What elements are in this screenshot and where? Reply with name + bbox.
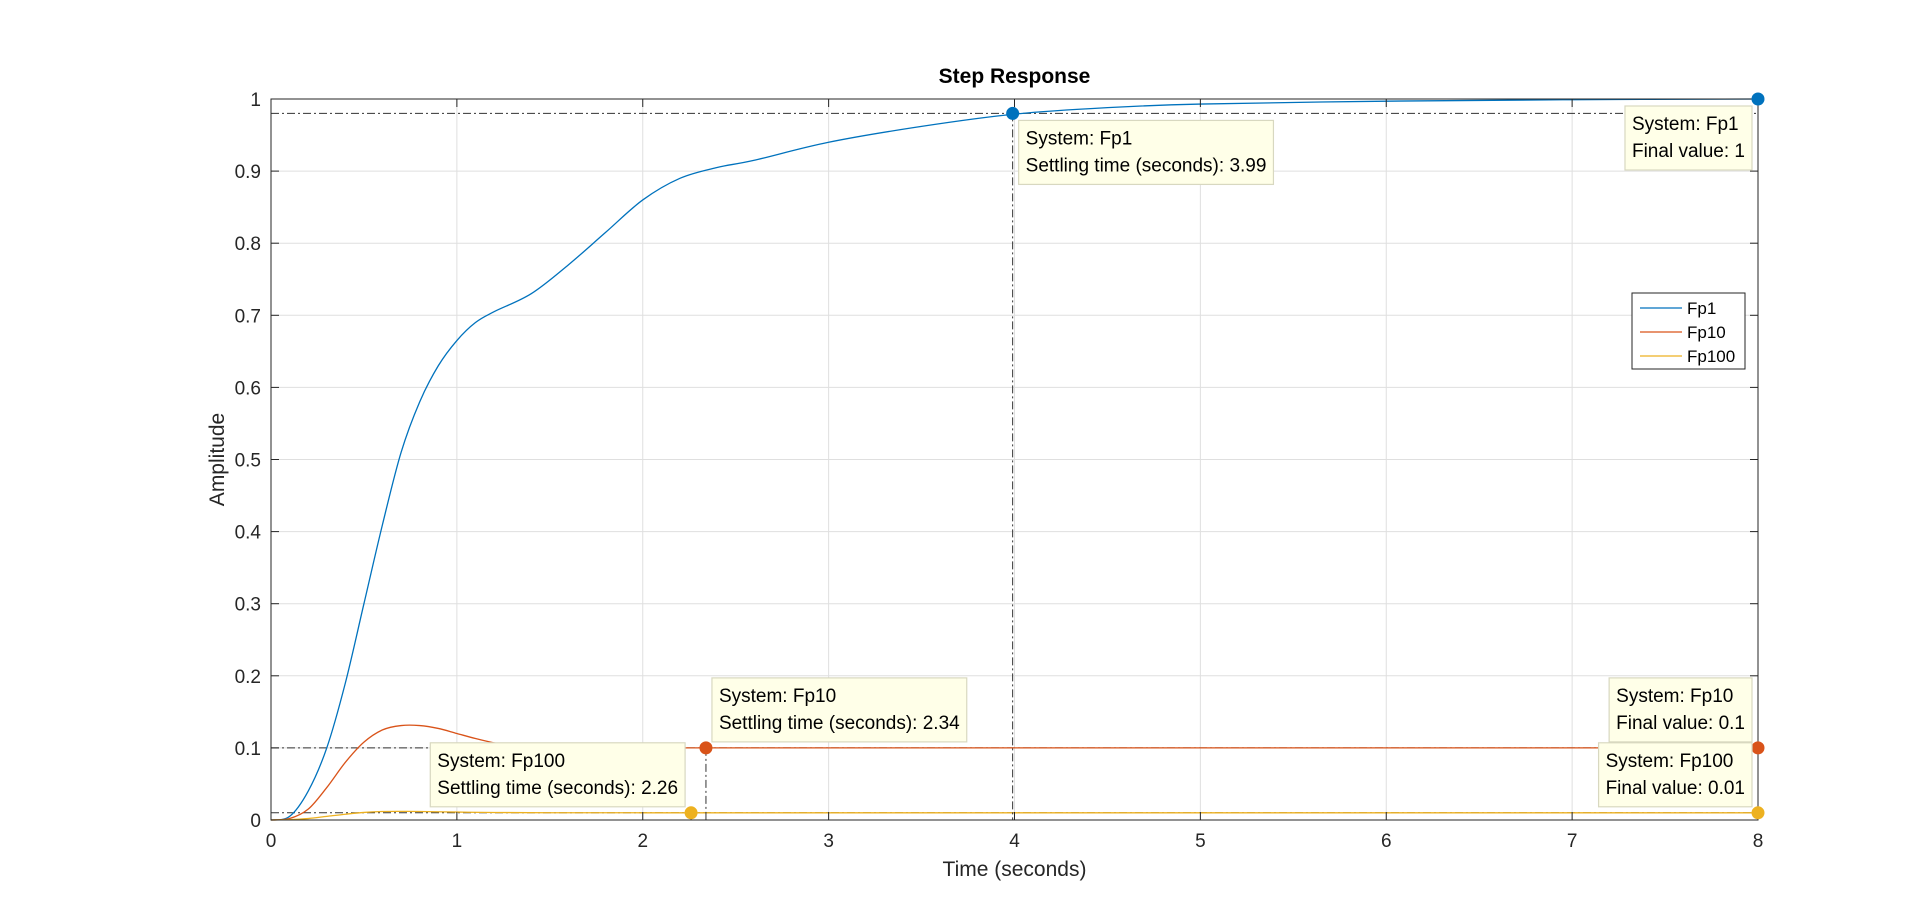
x-tick-label: 1 — [452, 831, 463, 852]
y-tick-label: 1 — [250, 90, 261, 111]
tip-line-2: Final value: 0.1 — [1616, 713, 1745, 734]
y-tick-label: 0.9 — [235, 162, 261, 183]
y-tick-label: 0.5 — [235, 451, 261, 472]
tip-box — [1597, 742, 1753, 808]
tip-line-2: Settling time (seconds): 2.26 — [437, 778, 678, 799]
legend-label-fp10: Fp10 — [1687, 323, 1726, 342]
tip-marker[interactable] — [1751, 92, 1765, 106]
axis-ticks: 0 1 2 3 4 5 6 7 8 0 0.1 0.2 0.3 0.4 0.5 0.6 0.7 0.8 0.9 1 — [235, 90, 1764, 852]
tip-marker[interactable] — [684, 806, 698, 820]
tip-marker[interactable] — [1006, 106, 1020, 120]
legend-label-fp1: Fp1 — [1687, 299, 1716, 318]
tip-marker[interactable] — [1751, 741, 1765, 755]
x-tick-label: 7 — [1567, 831, 1578, 852]
y-tick-label: 0.7 — [235, 306, 261, 327]
y-tick-label: 0.4 — [235, 523, 262, 544]
tip-line-1: System: Fp10 — [719, 686, 836, 707]
x-tick-label: 3 — [823, 831, 834, 852]
x-axis-label: Time (seconds) — [943, 858, 1087, 881]
series-line-fp100 — [270, 810, 1758, 821]
x-tick-label: 5 — [1195, 831, 1206, 852]
legend[interactable]: Fp1 Fp10 Fp100 — [1631, 292, 1746, 370]
x-tick-label: 2 — [637, 831, 648, 852]
x-tick-label: 6 — [1381, 831, 1392, 852]
y-tick-label: 0 — [250, 811, 261, 832]
tip-line-2: Settling time (seconds): 3.99 — [1026, 155, 1267, 176]
tip-line-1: System: Fp10 — [1616, 686, 1733, 707]
y-axis-label: Amplitude — [206, 413, 229, 506]
data-tip-fp10-final[interactable]: System: Fp10 Final value: 0.1 — [1608, 677, 1765, 755]
tip-line-2: Settling time (seconds): 2.34 — [719, 713, 960, 734]
tip-box — [1018, 119, 1275, 186]
x-tick-label: 4 — [1009, 831, 1020, 852]
tip-line-2: Final value: 0.01 — [1606, 778, 1745, 799]
tip-line-1: System: Fp1 — [1632, 114, 1739, 135]
y-tick-label: 0.6 — [235, 378, 261, 399]
data-tip-fp10-settling[interactable]: System: Fp10 Settling time (seconds): 2.3… — [699, 677, 968, 820]
data-tips: System: Fp1 Settling time (seconds): 3.99… — [429, 92, 1765, 820]
y-tick-label: 0.1 — [235, 739, 261, 760]
data-tip-fp100-settling[interactable]: System: Fp100 Settling time (seconds): 2.… — [429, 742, 698, 820]
data-tip-fp1-final[interactable]: System: Fp1 Final value: 1 — [1624, 92, 1765, 171]
tip-marker[interactable] — [1751, 806, 1765, 820]
tip-line-1: System: Fp100 — [1606, 751, 1734, 772]
tip-marker[interactable] — [699, 741, 713, 755]
tip-box — [1624, 105, 1753, 171]
y-tick-label: 0.8 — [235, 234, 261, 255]
tip-box — [711, 677, 968, 743]
data-tip-fp100-final[interactable]: System: Fp100 Final value: 0.01 — [1597, 742, 1765, 820]
chart-title: Step Response — [939, 65, 1091, 88]
tip-line-1: System: Fp1 — [1026, 128, 1133, 149]
legend-label-fp100: Fp100 — [1687, 347, 1735, 366]
y-tick-label: 0.2 — [235, 667, 261, 688]
x-tick-label: 0 — [266, 831, 277, 852]
data-tip-fp1-settling[interactable]: System: Fp1 Settling time (seconds): 3.99 — [1006, 106, 1275, 820]
x-tick-label: 8 — [1753, 831, 1764, 852]
tip-box — [1608, 677, 1753, 743]
tip-box — [429, 742, 686, 808]
series-line-fp1 — [270, 98, 1759, 821]
tip-line-1: System: Fp100 — [437, 751, 565, 772]
tip-line-2: Final value: 1 — [1632, 141, 1745, 162]
y-tick-label: 0.3 — [235, 595, 261, 616]
